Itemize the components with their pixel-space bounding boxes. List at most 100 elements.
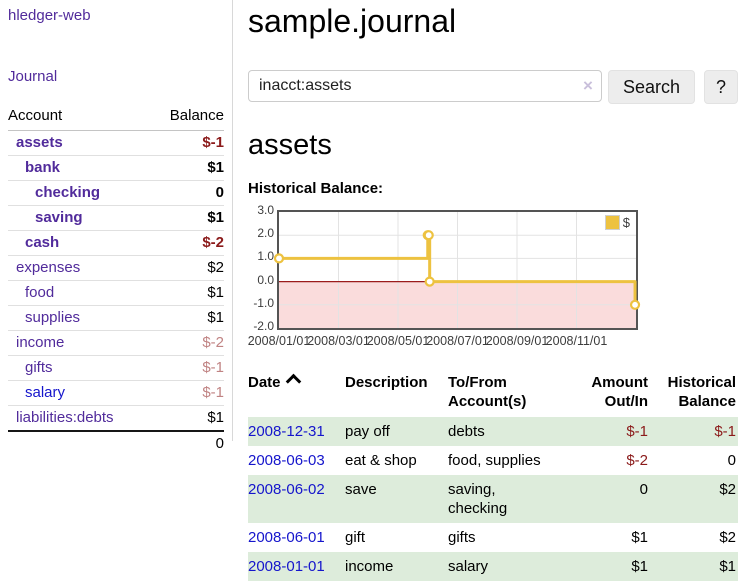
- account-row: cash $-2: [8, 230, 224, 256]
- register-header-date[interactable]: Date: [248, 369, 345, 417]
- account-row: liabilities:debts $1: [8, 405, 224, 432]
- transaction-amount: $1: [631, 529, 648, 546]
- transaction-balance: $1: [650, 552, 738, 581]
- account-link[interactable]: assets: [16, 134, 63, 151]
- transaction-date-link[interactable]: 2008-06-03: [248, 452, 325, 469]
- chart-legend: $: [603, 215, 631, 230]
- main-content: sample.journal × Search ? assets Histori…: [248, 0, 738, 581]
- y-axis-tick-label: 2.0: [257, 226, 274, 241]
- account-heading: assets: [248, 129, 332, 161]
- account-link[interactable]: income: [16, 334, 65, 351]
- sort-ascending-icon: [285, 373, 301, 390]
- register-header-amount: Amount Out/In: [591, 374, 648, 410]
- account-link[interactable]: bank: [25, 159, 61, 176]
- register-row: 2008-12-31 pay off debts $-1 $-1: [248, 417, 738, 446]
- search-input[interactable]: [248, 70, 602, 102]
- x-axis-tick-label: 2008/03/01: [307, 334, 370, 348]
- account-link[interactable]: gifts: [25, 359, 53, 376]
- transaction-amount: $-2: [626, 452, 648, 469]
- app-title-link[interactable]: hledger-web: [8, 7, 91, 24]
- account-link[interactable]: supplies: [25, 309, 81, 326]
- help-button[interactable]: ?: [703, 70, 738, 104]
- account-link[interactable]: food: [25, 284, 55, 301]
- account-balance: 0: [150, 180, 224, 206]
- account-balance: $-1: [150, 380, 224, 406]
- account-row: bank $1: [8, 155, 224, 181]
- legend-swatch-icon: [604, 215, 620, 230]
- x-axis-tick-label: 2008/01/01: [247, 334, 311, 348]
- account-link[interactable]: saving: [35, 209, 83, 226]
- accounts-header-account: Account: [8, 105, 151, 131]
- transaction-accounts: salary: [448, 552, 564, 581]
- transaction-description: pay off: [345, 417, 448, 446]
- transaction-description: income: [345, 552, 448, 581]
- transaction-description: save: [345, 475, 448, 523]
- transaction-accounts: saving, checking: [448, 475, 564, 523]
- accounts-total-spacer: [8, 430, 151, 456]
- y-axis-tick-label: -1.0: [253, 295, 274, 310]
- accounts-table: Account Balance assets $-1 bank $1 check…: [8, 105, 224, 456]
- account-row: food $1: [8, 280, 224, 306]
- y-axis-tick-label: -2.0: [253, 319, 274, 333]
- account-balance: $1: [150, 155, 224, 181]
- x-axis-tick-label: 2008/09/01: [485, 334, 549, 348]
- transaction-amount: $-1: [564, 417, 650, 446]
- transaction-description: eat & shop: [345, 452, 417, 469]
- historical-balance-chart: 3.0 2.0 1.0 0.0 -1.0 -2.0 $2008/01/01 2008/03/0…: [248, 203, 668, 348]
- transaction-accounts: debts: [448, 417, 564, 446]
- search-button[interactable]: Search: [607, 70, 695, 104]
- account-balance: $2: [150, 255, 224, 281]
- y-axis-tick-label: 1.0: [257, 249, 274, 264]
- register-header-balance: Historical Balance: [667, 374, 736, 410]
- sidebar-item-journal[interactable]: Journal: [8, 68, 58, 85]
- chart-title: Historical Balance:: [248, 180, 384, 197]
- account-balance: $1: [150, 205, 224, 231]
- transaction-date-link[interactable]: 2008-01-01: [248, 558, 325, 575]
- transaction-balance: 0: [727, 452, 736, 469]
- account-link[interactable]: salary: [25, 384, 66, 401]
- transaction-amount: $1: [564, 552, 650, 581]
- register-table: Date Description To/From Account(s) Amou…: [248, 369, 738, 581]
- chart-canvas: [273, 212, 641, 328]
- register-header-accounts: To/From Account(s): [448, 374, 527, 410]
- transaction-amount: 0: [564, 475, 650, 523]
- account-row: gifts $-1: [8, 355, 224, 381]
- account-row: income $-2: [8, 330, 224, 356]
- accounts-header-row: Account Balance: [8, 105, 224, 131]
- register-row: 2008-06-01 gift gifts $1 $2: [248, 523, 738, 552]
- account-row: supplies $1: [8, 305, 224, 331]
- register-header-row: Date Description To/From Account(s) Amou…: [248, 369, 738, 417]
- accounts-header-balance: Balance: [150, 105, 224, 131]
- transaction-balance: $2: [719, 529, 736, 546]
- account-link[interactable]: liabilities:debts: [16, 409, 114, 426]
- accounts-total-value: 0: [150, 430, 224, 456]
- account-balance: $1: [150, 405, 224, 432]
- transaction-accounts: food, supplies: [448, 452, 541, 469]
- account-link[interactable]: cash: [25, 234, 60, 251]
- account-row: expenses $2: [8, 255, 224, 281]
- account-row: assets $-1: [8, 130, 224, 156]
- sidebar: hledger-web Journal Account Balance asse…: [0, 0, 233, 456]
- x-axis-tick-label: 2008/11/01: [545, 334, 608, 348]
- transaction-description: gift: [345, 529, 366, 546]
- account-row: checking 0: [8, 180, 224, 206]
- account-balance: $-1: [150, 130, 224, 156]
- account-balance: $1: [150, 305, 224, 331]
- register-row: 2008-06-03 eat & shop food, supplies $-2…: [248, 446, 738, 475]
- transaction-date-link[interactable]: 2008-06-01: [248, 529, 325, 546]
- transaction-date-link[interactable]: 2008-06-02: [248, 481, 325, 498]
- register-header-description: Description: [345, 374, 428, 391]
- account-link[interactable]: expenses: [16, 259, 81, 276]
- search-bar: × Search ?: [248, 70, 738, 104]
- account-balance: $-2: [150, 330, 224, 356]
- y-axis-tick-label: 3.0: [257, 203, 274, 217]
- account-link[interactable]: checking: [35, 184, 101, 201]
- transaction-balance: $2: [650, 475, 738, 523]
- clear-search-icon[interactable]: ×: [583, 76, 593, 95]
- transaction-balance: $-1: [650, 417, 738, 446]
- register-row: 2008-06-02 save saving, checking 0 $2: [248, 475, 738, 523]
- transaction-date-link[interactable]: 2008-12-31: [248, 423, 325, 440]
- legend-series-label: $: [622, 215, 630, 230]
- chart-plot-area: $: [273, 210, 641, 330]
- y-axis-tick-label: 0.0: [257, 272, 274, 287]
